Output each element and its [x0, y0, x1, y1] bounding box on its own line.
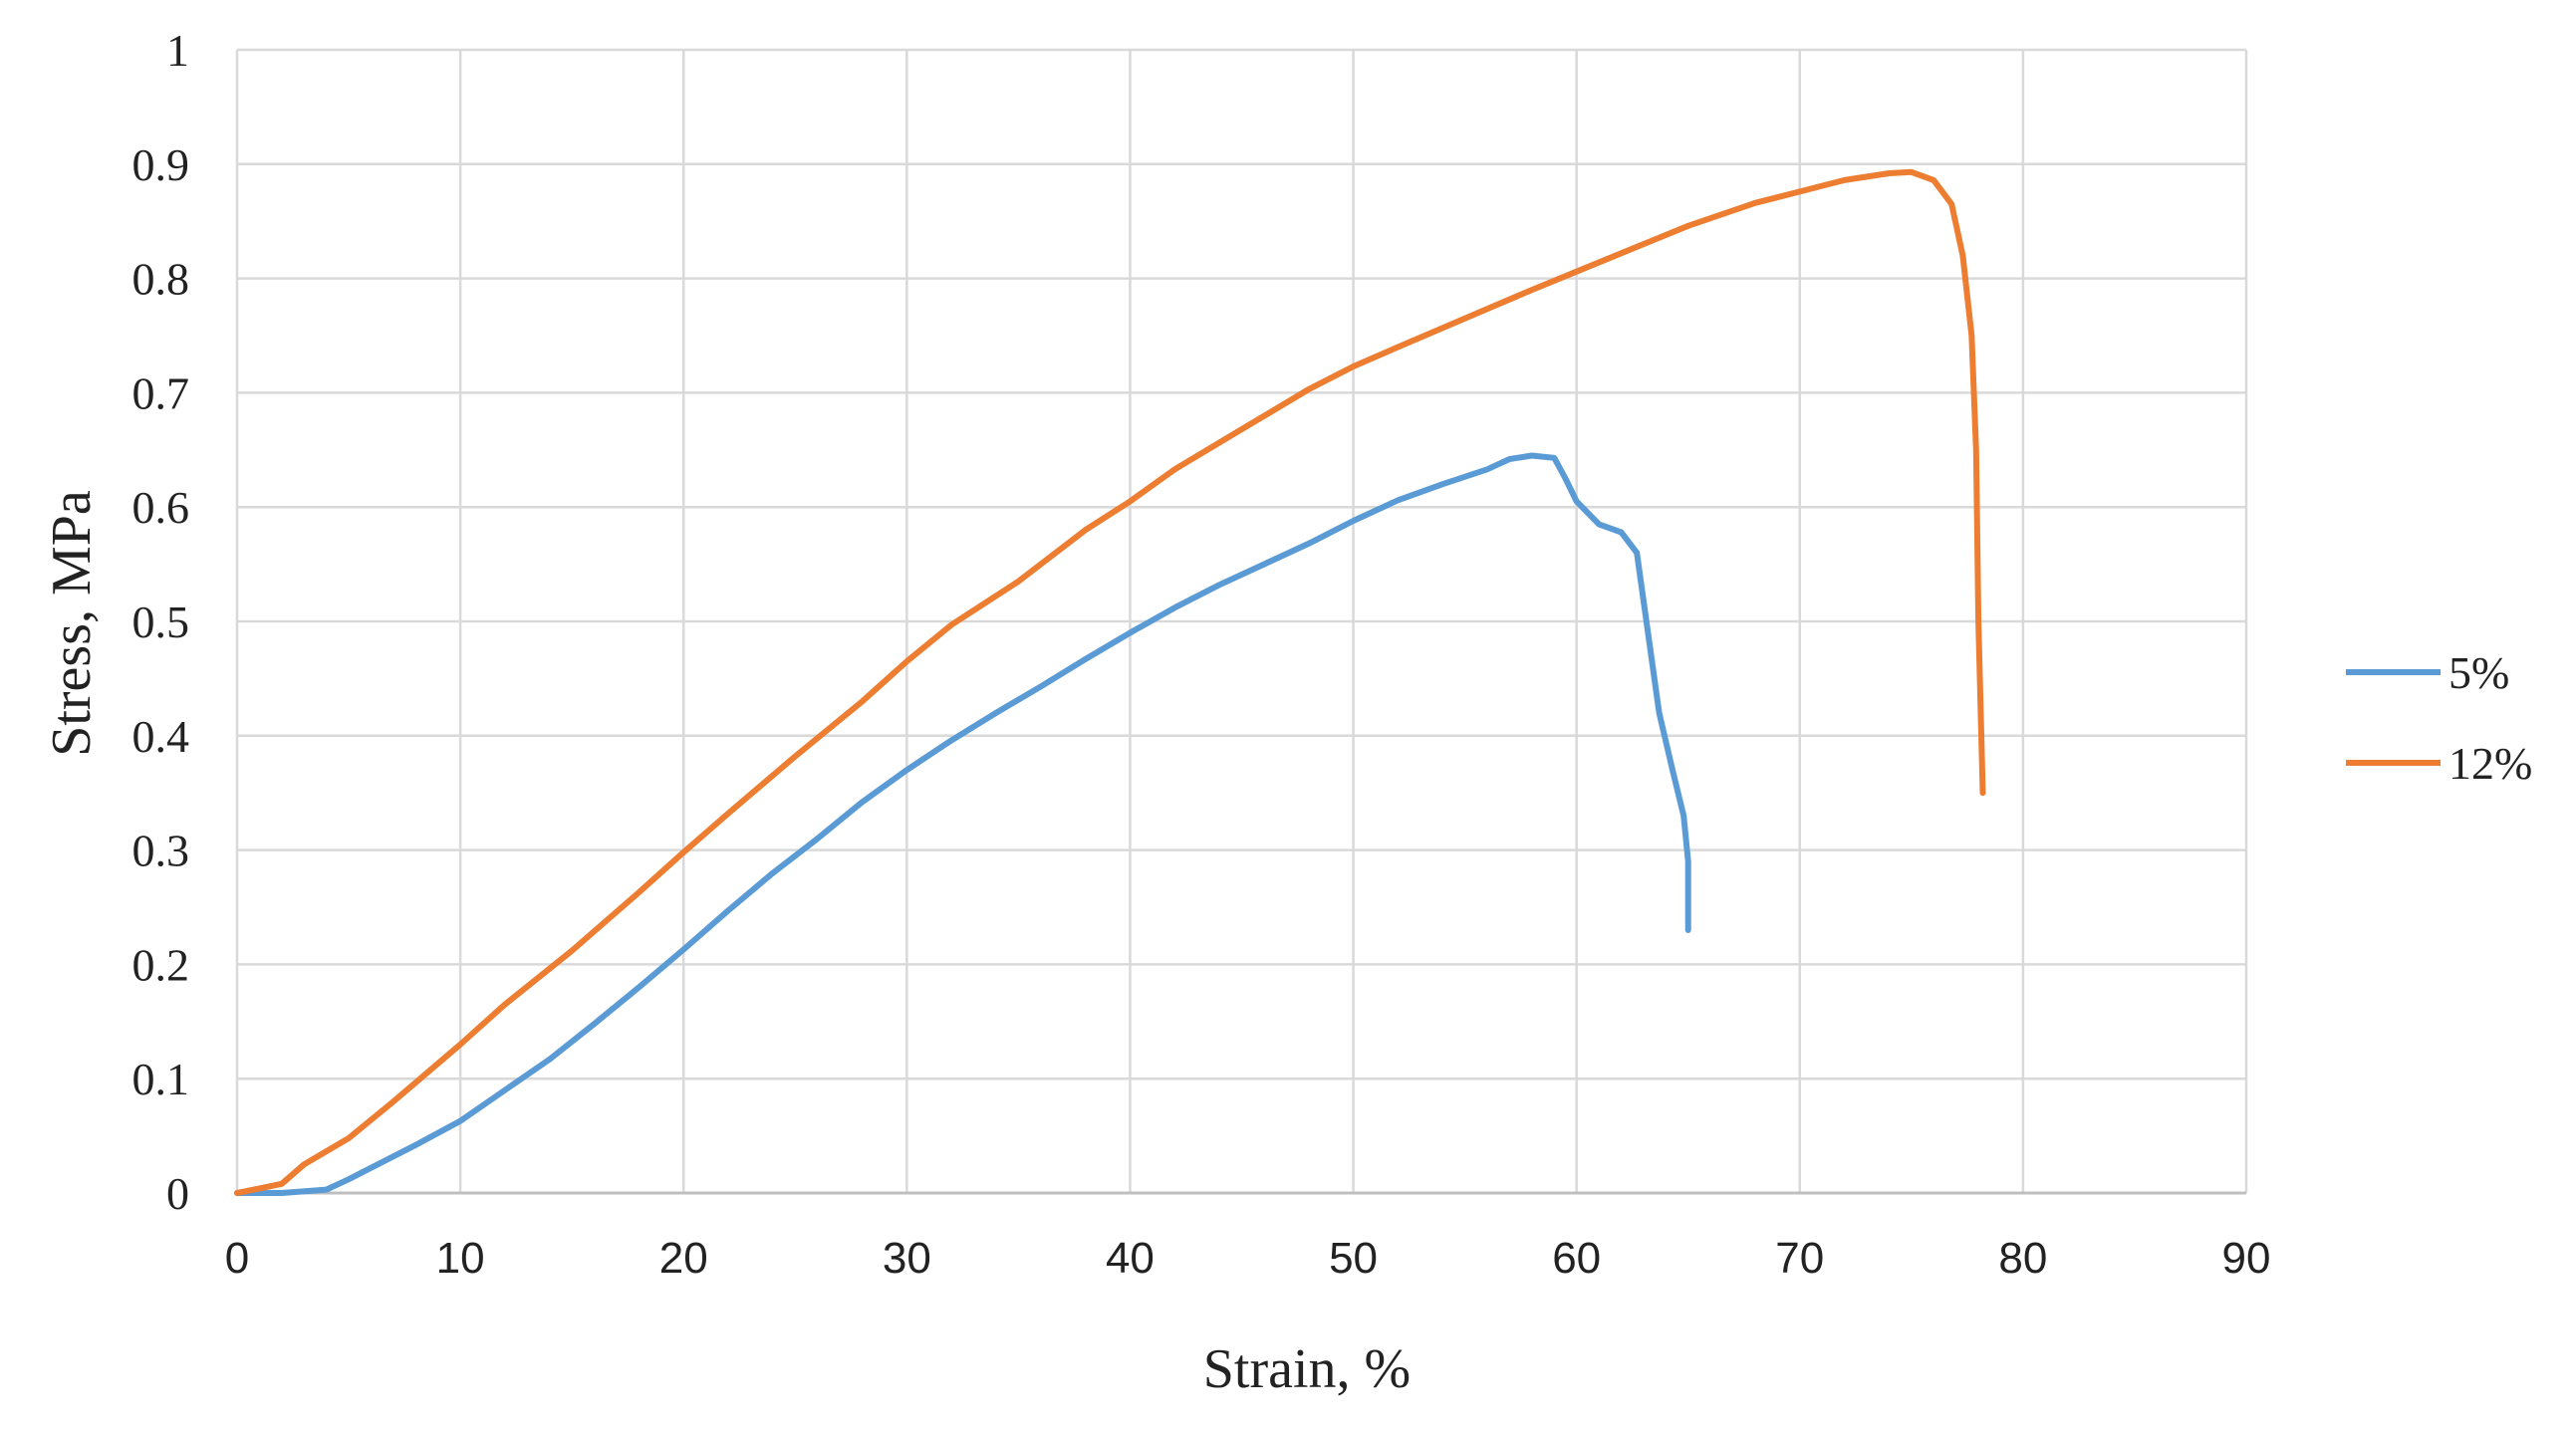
- x-tick-label: 10: [436, 1234, 485, 1283]
- y-tick-label: 0.7: [132, 367, 190, 418]
- gridlines: [237, 48, 2248, 1193]
- x-tick-label: 50: [1329, 1234, 1378, 1283]
- x-tick-label: 60: [1552, 1234, 1601, 1283]
- y-tick-label: 0.4: [132, 711, 190, 762]
- y-tick-label: 0.3: [132, 826, 190, 876]
- y-tick-label: 0.9: [132, 139, 190, 190]
- series-line-5pct: [234, 452, 1691, 1196]
- tick-labels: 0 10 20 30 40 50 60 70 80 90 0 0.1 0.2 0.3 0.4 0.5 0.6 0.…: [132, 25, 2271, 1283]
- y-axis-title: Stress, MPa: [41, 490, 103, 757]
- x-tick-label: 0: [225, 1234, 249, 1283]
- legend: 5% 12%: [2346, 647, 2532, 789]
- y-tick-label: 0.2: [132, 939, 190, 990]
- y-tick-label: 0.8: [132, 254, 190, 305]
- axes: [235, 50, 2246, 1195]
- y-tick-label: 1: [166, 25, 189, 76]
- x-tick-label: 40: [1106, 1234, 1155, 1283]
- y-tick-label: 0.5: [132, 597, 190, 647]
- x-tick-label: 90: [2222, 1234, 2271, 1283]
- y-tick-label: 0.1: [132, 1054, 190, 1104]
- series-lines: [234, 168, 1986, 1196]
- series-line-12pct: [234, 168, 1986, 1196]
- x-axis-title: Strain, %: [1203, 1338, 1411, 1400]
- x-tick-label: 20: [659, 1234, 708, 1283]
- x-tick-label: 80: [1998, 1234, 2047, 1283]
- legend-label-12: 12%: [2448, 738, 2532, 789]
- x-tick-label: 30: [883, 1234, 931, 1283]
- y-tick-label: 0: [166, 1168, 189, 1219]
- y-tick-label: 0.6: [132, 482, 190, 533]
- legend-label-5: 5%: [2448, 647, 2509, 698]
- x-tick-label: 70: [1775, 1234, 1824, 1283]
